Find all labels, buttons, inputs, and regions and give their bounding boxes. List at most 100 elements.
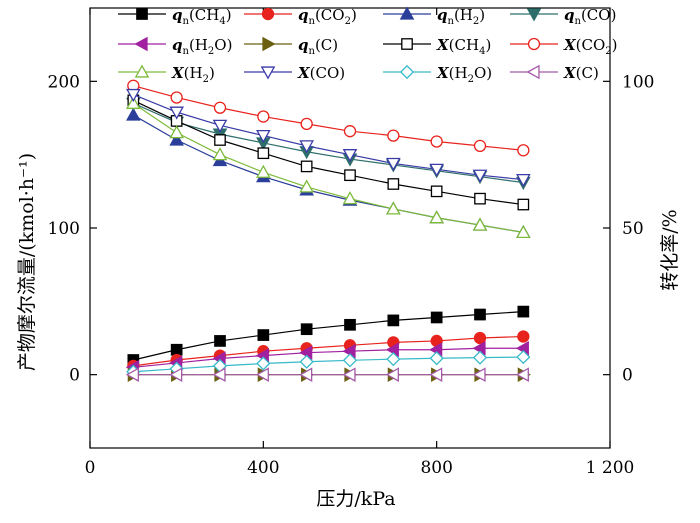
legend-label-part: 2	[473, 16, 479, 27]
data-point	[256, 129, 271, 144]
series-line	[133, 102, 524, 184]
legend-label-part: X	[297, 64, 311, 82]
data-point	[170, 343, 183, 356]
legend-item: X(CO)	[244, 64, 345, 82]
legend-item: qn(H2)	[383, 6, 485, 27]
legend-marker	[399, 6, 415, 20]
series-X(C)	[125, 367, 529, 382]
legend-label-part: (CO	[315, 6, 345, 24]
y-axis-left-title: 产物摩尔流量/(kmol·h⁻¹)	[16, 153, 38, 371]
legend-label: qn(CH4)	[172, 6, 232, 27]
x-tick-label: 0	[85, 458, 96, 478]
legend-label-part: 4	[219, 16, 225, 27]
data-point	[212, 147, 228, 161]
legend-label-part: (C)	[315, 36, 338, 54]
legend-label-part: 2	[345, 16, 351, 27]
legend-item: qn(CO)	[510, 6, 616, 27]
y-left-tick-label: 100	[48, 219, 80, 239]
data-point	[429, 367, 443, 382]
legend-label-part: n	[309, 16, 316, 27]
data-point	[342, 367, 356, 382]
legend-label: X(CH4)	[436, 36, 491, 57]
legend-marker	[260, 66, 276, 80]
data-point	[126, 95, 141, 109]
legend-label-part: n	[183, 46, 190, 57]
axis-ticks: 0 400 800 1 200 0 100 200 0 50 100	[48, 8, 654, 478]
legend-label-part: n	[448, 16, 455, 27]
data-point	[344, 318, 356, 331]
legend-label-part: n	[183, 16, 190, 27]
data-point	[515, 367, 529, 382]
legend-label-part: 2	[468, 74, 474, 85]
y-left-tick-label: 200	[48, 72, 80, 92]
data-point	[300, 117, 313, 131]
series-X(CO)	[126, 88, 531, 188]
series-line	[133, 85, 524, 151]
legend-marker	[526, 64, 540, 80]
legend-label-part: q	[298, 36, 309, 54]
data-point	[517, 305, 530, 318]
data-point	[212, 119, 228, 133]
legend-label: X(H2O)	[436, 64, 492, 85]
data-point	[299, 140, 314, 154]
x-tick-label: 800	[420, 458, 452, 478]
legend-label-part: O)	[474, 64, 492, 82]
legend-label: X(C)	[563, 64, 599, 82]
y-right-tick-label: 0	[622, 366, 633, 386]
series-line	[132, 102, 524, 233]
series-line	[133, 347, 524, 368]
legend-item: qn(CO2)	[244, 6, 357, 27]
series-X(H2)	[126, 95, 531, 239]
data-point	[125, 367, 139, 382]
legend-label-part: q	[437, 6, 448, 24]
legend-marker	[261, 7, 275, 21]
x-tick-label: 400	[247, 458, 279, 478]
legend-marker	[526, 8, 542, 22]
legend-label-part: (CO)	[310, 64, 345, 82]
legend-item: qn(CH4)	[118, 6, 232, 27]
data-point	[474, 192, 486, 205]
legend-label: X(CO)	[297, 64, 345, 82]
data-point	[430, 135, 443, 148]
data-point	[472, 350, 488, 365]
legend-label-part: (CO)	[581, 6, 616, 24]
data-point	[387, 129, 400, 142]
legend-item: X(CO2)	[510, 36, 618, 57]
data-point	[429, 210, 444, 224]
data-point	[257, 329, 270, 341]
data-point	[169, 132, 184, 146]
legend-marker	[134, 36, 148, 52]
series-line	[133, 311, 524, 361]
data-point	[126, 107, 141, 121]
data-point	[387, 314, 400, 327]
legend-label-part: q	[172, 36, 183, 54]
legend-label-part: O)	[214, 36, 232, 54]
legend-marker	[399, 64, 415, 80]
legend-label-part: )	[226, 6, 232, 24]
legend-label: qn(CO)	[564, 6, 616, 27]
legend-label-part: n	[309, 46, 316, 57]
data-point	[344, 169, 356, 182]
legend-marker	[134, 64, 150, 78]
data-point	[299, 354, 314, 369]
legend-label-part: 2	[605, 46, 611, 57]
y-left-tick-label: 0	[69, 366, 80, 386]
legend-label: X(H2)	[171, 64, 215, 85]
legend-label-part: n	[575, 16, 582, 27]
legend-label-part: (H	[454, 6, 473, 24]
legend-item: X(H2)	[118, 64, 215, 85]
data-point	[385, 367, 399, 382]
series-qn(CO)	[126, 97, 531, 191]
legend-label-part: (CO	[576, 36, 606, 54]
legend-label-part: (H	[449, 64, 468, 82]
data-point	[256, 164, 271, 178]
data-point	[517, 198, 530, 211]
data-point	[257, 147, 270, 160]
series-line	[133, 335, 524, 367]
y-right-tick-label: 100	[622, 72, 654, 92]
legend-label-part: )	[209, 64, 215, 82]
legend-label-part: (CH	[449, 36, 479, 54]
data-point	[299, 179, 314, 193]
